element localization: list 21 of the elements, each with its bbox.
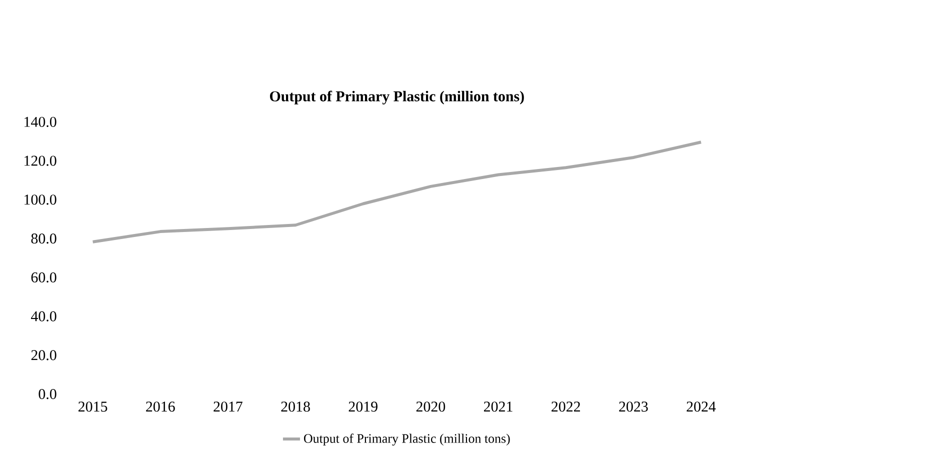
x-tick-label: 2015 bbox=[78, 401, 108, 412]
y-tick-label: 20.0 bbox=[31, 350, 56, 360]
y-tick-label: 60.0 bbox=[31, 272, 56, 282]
y-tick-label: 140.0 bbox=[24, 116, 56, 127]
y-tick-label: 100.0 bbox=[24, 194, 56, 205]
x-tick-label: 2021 bbox=[484, 401, 512, 412]
x-tick-label: 2024 bbox=[686, 401, 716, 412]
legend-label: Output of Primary Plastic (million tons) bbox=[304, 434, 510, 446]
y-tick-label: 0.0 bbox=[38, 388, 56, 400]
chart-title: Output of Primary Plastic (million tons) bbox=[270, 90, 524, 104]
x-tick-label: 2020 bbox=[416, 401, 446, 412]
x-tick-label: 2017 bbox=[214, 401, 242, 412]
line-series bbox=[91, 140, 703, 244]
x-tick-label: 2022 bbox=[552, 401, 580, 412]
x-tick-label: 2018 bbox=[281, 401, 310, 412]
x-tick-label: 2016 bbox=[146, 401, 175, 412]
y-tick-label: 40.0 bbox=[31, 311, 56, 322]
x-tick-label: 2019 bbox=[348, 401, 378, 412]
y-tick-label: 120.0 bbox=[24, 156, 56, 166]
x-tick-label: 2023 bbox=[619, 401, 648, 412]
y-tick-label: 80.0 bbox=[31, 233, 56, 244]
